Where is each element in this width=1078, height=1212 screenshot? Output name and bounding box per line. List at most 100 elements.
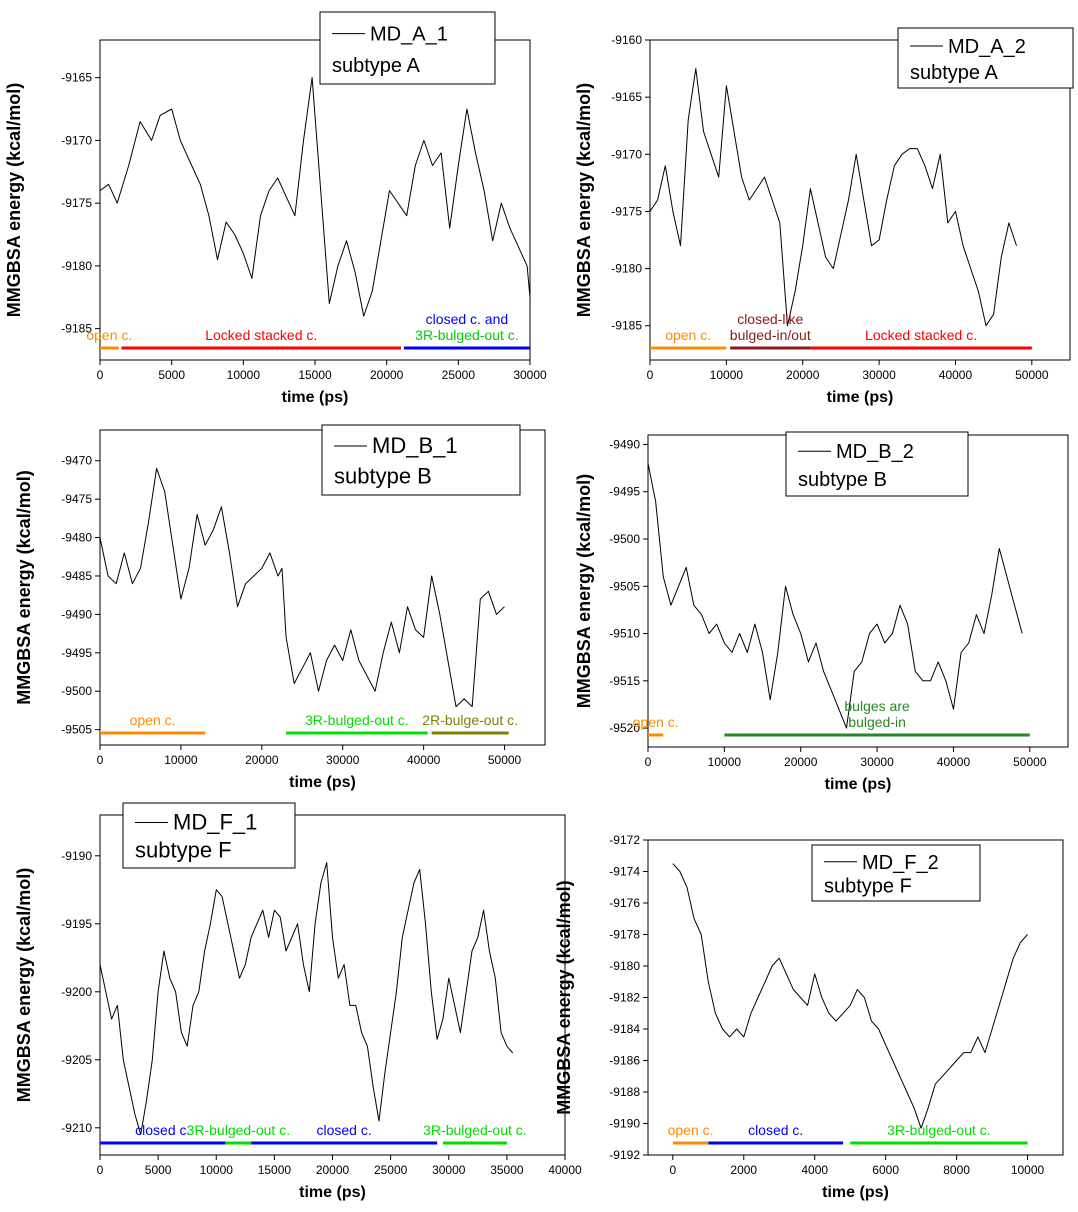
legend-box: [811, 844, 981, 902]
y-tick-label: -9485: [61, 569, 92, 583]
chart-panel-4: 0 10000 20000 30000 40000 50000 -9520 -9515 -951…: [574, 431, 1069, 793]
legend-subtype: subtype A: [332, 55, 421, 77]
x-tick-label: 0: [669, 1163, 676, 1177]
state-label: bulges are: [844, 698, 910, 714]
x-tick-label: 30000: [860, 755, 894, 769]
y-axis-label: MMGBSA energy (kcal/mol): [14, 868, 34, 1102]
x-tick-label: 15000: [298, 368, 332, 382]
y-tick-label: -9176: [609, 896, 640, 910]
x-tick-label: 2000: [730, 1163, 757, 1177]
y-axis-label: MMGBSA energy (kcal/mol): [14, 470, 34, 704]
y-tick-label: -9190: [61, 849, 92, 863]
state-label: closed c. and: [426, 311, 509, 327]
y-tick-label: -9480: [61, 531, 92, 545]
state-label: bulged-in: [848, 714, 906, 730]
x-axis-label: time (ps): [282, 389, 349, 406]
legend-series-name: MD_A_2: [948, 36, 1026, 58]
y-tick-label: -9500: [609, 532, 640, 546]
state-label: bulged-in/out: [730, 327, 811, 343]
y-tick-label: -9490: [61, 607, 92, 621]
legend-box: [321, 424, 521, 496]
y-tick-label: -9165: [611, 90, 642, 104]
legend-series-name: MD_F_2: [862, 852, 939, 874]
series-line: [672, 863, 1028, 1129]
state-label: closed c.: [748, 1122, 803, 1138]
y-tick-label: -9490: [609, 437, 640, 451]
y-tick-label: -9495: [61, 646, 92, 660]
x-tick-label: 50000: [488, 753, 522, 767]
y-tick-label: -9505: [609, 579, 640, 593]
legend-box: [319, 11, 496, 85]
series-line: [99, 467, 505, 708]
x-axis-label: time (ps): [289, 774, 356, 791]
x-tick-label: 15000: [258, 1163, 292, 1177]
legend-subtype: subtype A: [910, 62, 999, 84]
legend-subtype: subtype B: [798, 469, 887, 491]
y-tick-label: -9510: [609, 627, 640, 641]
y-tick-label: -9210: [61, 1121, 92, 1135]
legend-box: [785, 431, 969, 497]
y-tick-label: -9185: [61, 322, 92, 336]
y-tick-label: -9172: [609, 833, 640, 847]
y-tick-label: -9174: [609, 865, 640, 879]
y-tick-label: -9170: [61, 133, 92, 147]
y-axis-label: MMGBSA energy (kcal/mol): [554, 880, 574, 1114]
y-tick-label: -9165: [61, 71, 92, 85]
x-tick-label: 0: [97, 368, 104, 382]
chart-panel-3: 0 10000 20000 30000 40000 50000 -9505 -9500 -949…: [14, 424, 546, 791]
y-tick-label: -9192: [609, 1148, 640, 1162]
legend-box: [897, 27, 1074, 89]
y-axis-label: MMGBSA energy (kcal/mol): [574, 83, 594, 317]
plot-frame: [649, 39, 1071, 361]
state-label: open c.: [86, 327, 132, 343]
legend-series-name: MD_B_1: [372, 433, 458, 458]
state-label: 3R-bulged-out c.: [415, 327, 519, 343]
y-tick-label: -9515: [609, 674, 640, 688]
state-label: closed c.: [135, 1122, 190, 1138]
legend-box: [122, 802, 296, 869]
y-tick-label: -9184: [609, 1022, 640, 1036]
x-tick-label: 40000: [407, 753, 441, 767]
chart-panel-2: 0 10000 20000 30000 40000 50000 -9185 -9180 -917…: [574, 27, 1074, 406]
y-tick-label: -9178: [609, 928, 640, 942]
x-tick-label: 6000: [872, 1163, 899, 1177]
y-tick-label: -9520: [609, 721, 640, 735]
y-axis-label: MMGBSA energy (kcal/mol): [574, 474, 594, 708]
state-label: 3R-bulged-out c.: [187, 1122, 291, 1138]
x-tick-label: 5000: [158, 368, 185, 382]
y-tick-label: -9180: [609, 959, 640, 973]
state-label: 2R-bulge-out c.: [422, 712, 518, 728]
chart-panel-5: 0 5000 10000 15000 20000 25000 30000 35000 40000…: [14, 802, 582, 1201]
x-tick-label: 30000: [326, 753, 360, 767]
y-tick-label: -9180: [61, 259, 92, 273]
x-tick-label: 20000: [316, 1163, 350, 1177]
y-tick-label: -9205: [61, 1053, 92, 1067]
y-tick-label: -9500: [61, 684, 92, 698]
x-tick-label: 0: [97, 1163, 104, 1177]
chart-panel-1: 0 5000 10000 15000 20000 25000 30000 -9185 -9180…: [4, 11, 547, 406]
x-tick-label: 30000: [432, 1163, 466, 1177]
y-tick-label: -9188: [609, 1085, 640, 1099]
state-label: open c.: [668, 1122, 714, 1138]
y-tick-label: -9160: [611, 33, 642, 47]
x-tick-label: 25000: [374, 1163, 408, 1177]
x-tick-label: 0: [645, 755, 652, 769]
state-label: Locked stacked c.: [205, 327, 317, 343]
series-line: [647, 463, 1023, 729]
series-line: [649, 68, 1017, 327]
x-tick-label: 10000: [708, 755, 742, 769]
y-tick-label: -9195: [61, 917, 92, 931]
legend-series-name: MD_F_1: [173, 810, 257, 835]
state-label: 3R-bulged-out c.: [887, 1122, 991, 1138]
x-tick-label: 20000: [786, 368, 820, 382]
state-label: open c.: [130, 712, 176, 728]
x-tick-label: 20000: [784, 755, 818, 769]
y-tick-label: -9185: [611, 319, 642, 333]
x-tick-label: 40000: [937, 755, 971, 769]
state-label: 3R-bulged-out c.: [423, 1122, 527, 1138]
x-tick-label: 10000: [1011, 1163, 1045, 1177]
x-tick-label: 5000: [145, 1163, 172, 1177]
x-tick-label: 10000: [227, 368, 261, 382]
x-tick-label: 20000: [245, 753, 279, 767]
state-label: Locked stacked c.: [865, 327, 977, 343]
